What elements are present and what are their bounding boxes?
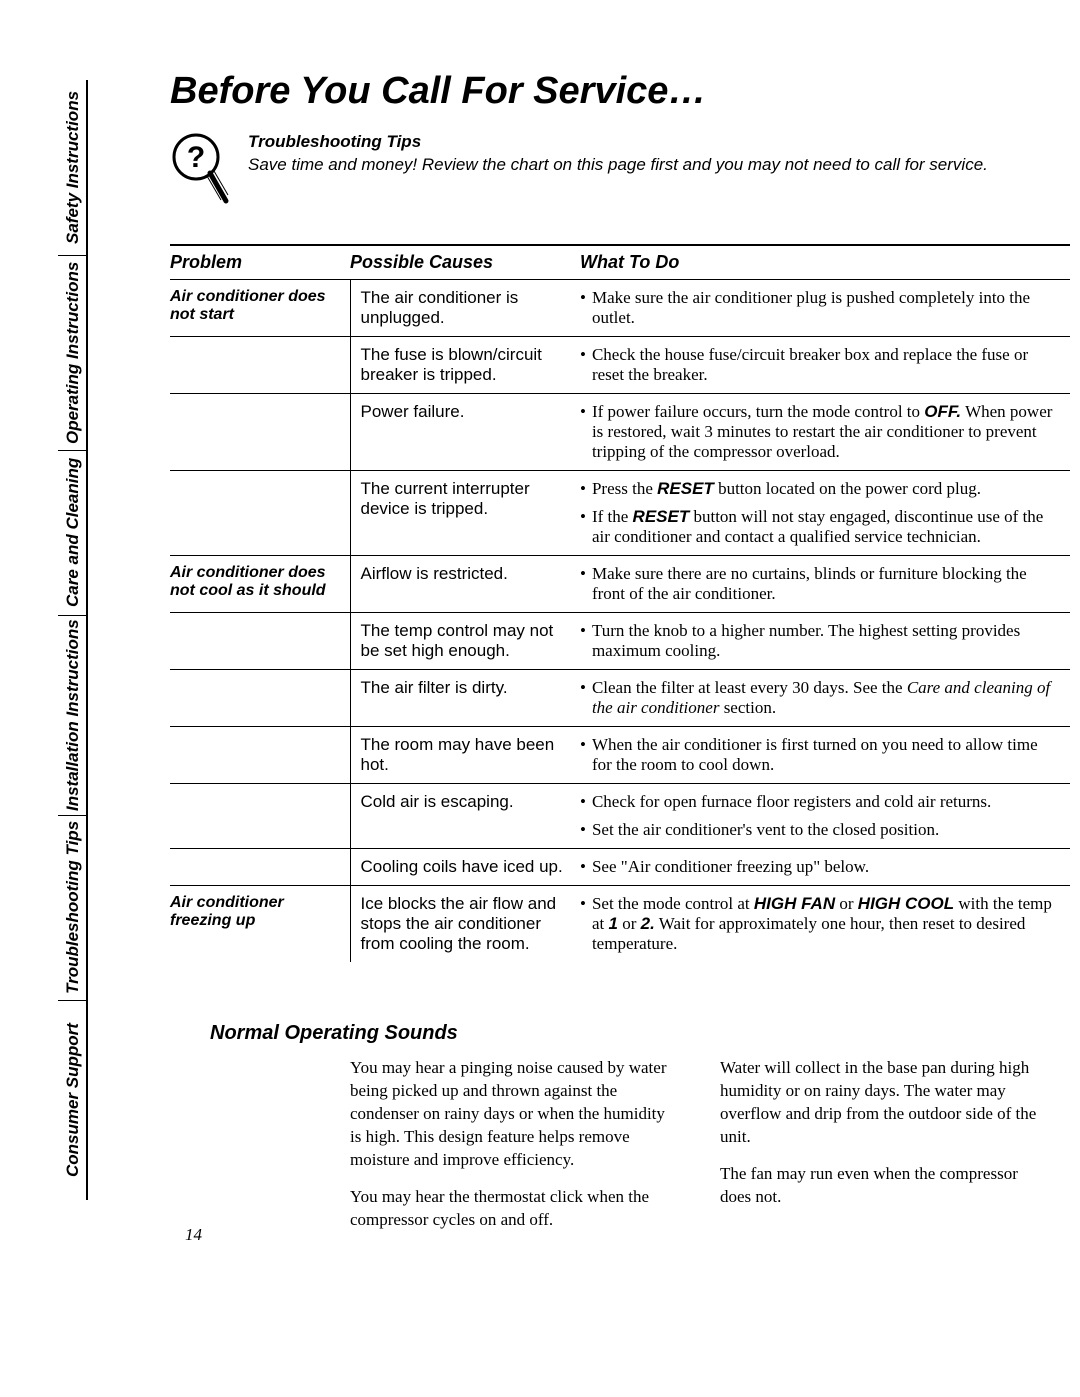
sidebar-tab[interactable]: Care and Cleaning: [58, 450, 88, 615]
what-to-do: •Set the mode control at HIGH FAN or HIG…: [580, 886, 1070, 963]
sidebar-tab[interactable]: Installation Instructions: [58, 615, 88, 815]
what-to-do: •If power failure occurs, turn the mode …: [580, 394, 1070, 471]
sounds-paragraph: You may hear the thermostat click when t…: [350, 1186, 680, 1232]
what-to-do: •See "Air conditioner freezing up" below…: [580, 849, 1070, 886]
possible-cause: The current interrupter device is trippe…: [350, 471, 580, 556]
possible-cause: Cooling coils have iced up.: [350, 849, 580, 886]
col-problem: Problem: [170, 245, 350, 280]
sounds-heading: Normal Operating Sounds: [210, 1022, 1070, 1045]
sidebar-tab[interactable]: Troubleshooting Tips: [58, 815, 88, 1000]
what-to-do: •Clean the filter at least every 30 days…: [580, 670, 1070, 727]
magnifier-question-icon: ?: [170, 131, 230, 216]
sounds-columns: You may hear a pinging noise caused by w…: [350, 1057, 1070, 1246]
sidebar-tab[interactable]: Operating Instructions: [58, 255, 88, 450]
what-to-do: •When the air conditioner is first turne…: [580, 727, 1070, 784]
possible-cause: Ice blocks the air flow and stops the ai…: [350, 886, 580, 963]
tips-heading: Troubleshooting Tips: [248, 131, 988, 154]
possible-cause: The fuse is blown/circuit breaker is tri…: [350, 337, 580, 394]
tips-body: Save time and money! Review the chart on…: [248, 155, 988, 174]
problem-label: Air conditioner freezing up: [170, 894, 336, 930]
tips-block: ? Troubleshooting Tips Save time and mon…: [170, 131, 1070, 216]
what-to-do: •Check for open furnace floor registers …: [580, 784, 1070, 849]
side-tabs: Safety InstructionsOperating Instruction…: [58, 80, 88, 1200]
possible-cause: The temp control may not be set high eno…: [350, 613, 580, 670]
col-todo: What To Do: [580, 245, 1070, 280]
what-to-do: •Make sure the air conditioner plug is p…: [580, 280, 1070, 337]
page-title: Before You Call For Service…: [170, 70, 1070, 113]
problem-label: Air conditioner does not start: [170, 288, 336, 324]
what-to-do: •Press the RESET button located on the p…: [580, 471, 1070, 556]
troubleshooting-table: Problem Possible Causes What To Do Air c…: [170, 244, 1070, 962]
svg-text:?: ?: [187, 141, 205, 174]
possible-cause: Airflow is restricted.: [350, 556, 580, 613]
problem-label: Air conditioner does not cool as it shou…: [170, 564, 336, 600]
sounds-paragraph: You may hear a pinging noise caused by w…: [350, 1057, 680, 1172]
sounds-paragraph: The fan may run even when the compressor…: [720, 1163, 1050, 1209]
col-cause: Possible Causes: [350, 245, 580, 280]
possible-cause: The air filter is dirty.: [350, 670, 580, 727]
possible-cause: The room may have been hot.: [350, 727, 580, 784]
sidebar-tab[interactable]: Consumer Support: [58, 1000, 88, 1200]
what-to-do: •Make sure there are no curtains, blinds…: [580, 556, 1070, 613]
what-to-do: •Check the house fuse/circuit breaker bo…: [580, 337, 1070, 394]
possible-cause: Cold air is escaping.: [350, 784, 580, 849]
page-number: 14: [185, 1225, 202, 1245]
sidebar-tab[interactable]: Safety Instructions: [58, 80, 88, 255]
possible-cause: Power failure.: [350, 394, 580, 471]
what-to-do: •Turn the knob to a higher number. The h…: [580, 613, 1070, 670]
possible-cause: The air conditioner is unplugged.: [350, 280, 580, 337]
sounds-paragraph: Water will collect in the base pan durin…: [720, 1057, 1050, 1149]
